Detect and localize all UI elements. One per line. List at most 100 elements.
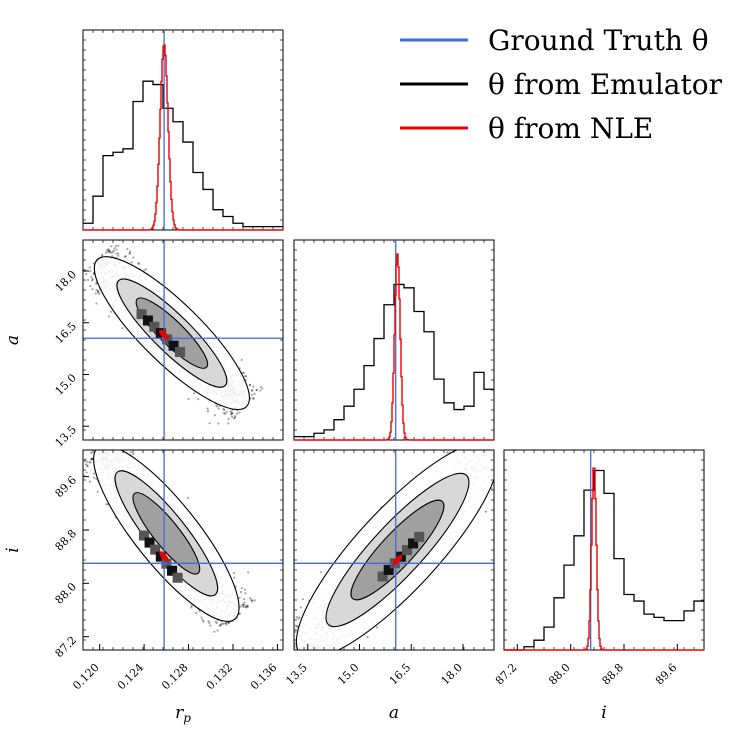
emulator-sample-point bbox=[496, 456, 498, 458]
y-tick-label-i: 88.8 bbox=[53, 527, 80, 554]
emulator-sample-point bbox=[469, 447, 471, 449]
emulator-sample-point bbox=[245, 604, 248, 608]
emulator-sample-point bbox=[208, 422, 211, 425]
emulator-sample-point bbox=[513, 466, 515, 468]
emulator-sample-point bbox=[109, 446, 111, 448]
emulator-sample-point bbox=[107, 248, 111, 252]
emulator-sample-point bbox=[116, 444, 118, 446]
emulator-sample-point bbox=[325, 659, 327, 661]
emulator-sample-point bbox=[117, 252, 120, 255]
emulator-sample-point bbox=[241, 603, 244, 606]
emulator-sample-point bbox=[238, 411, 241, 414]
emulator-sample-point bbox=[299, 652, 301, 654]
emulator-sample-point bbox=[193, 392, 196, 395]
emulator-sample-point bbox=[323, 665, 325, 667]
x-tick-label-a: 15.0 bbox=[335, 661, 362, 688]
emulator-sample-point bbox=[267, 622, 269, 624]
emulator-sample-point bbox=[201, 619, 204, 622]
emulator-sample-point bbox=[499, 460, 501, 462]
emulator-sample-point bbox=[320, 652, 322, 654]
emulator-sample-point bbox=[465, 446, 467, 448]
emulator-sample-point bbox=[495, 469, 497, 471]
emulator-sample-point bbox=[366, 635, 369, 639]
emulator-sample-point bbox=[187, 496, 190, 499]
emulator-sample-point bbox=[126, 442, 128, 444]
emulator-sample-point bbox=[288, 642, 290, 644]
emulator-sample-point bbox=[120, 428, 122, 430]
emulator-sample-point bbox=[460, 422, 462, 424]
emulator-density-bin bbox=[402, 545, 413, 556]
emulator-sample-point bbox=[213, 414, 216, 417]
emulator-sample-point bbox=[497, 479, 499, 481]
emulator-sample-point bbox=[96, 290, 100, 293]
emulator-sample-point bbox=[107, 315, 111, 318]
emulator-sample-point bbox=[128, 252, 131, 255]
emulator-sample-point bbox=[143, 269, 146, 272]
emulator-sample-point bbox=[314, 659, 316, 661]
emulator-density-bin bbox=[377, 571, 388, 582]
emulator-density-bin bbox=[144, 537, 155, 548]
nle-contour bbox=[392, 554, 403, 566]
emulator-sample-point bbox=[86, 465, 89, 468]
emulator-sample-point bbox=[217, 422, 220, 425]
emulator-sample-point bbox=[242, 371, 246, 374]
emulator-sample-point bbox=[86, 460, 89, 463]
emulator-sample-point bbox=[315, 659, 317, 661]
x-tick-label-i: 88.8 bbox=[600, 661, 627, 688]
emulator-sample-point bbox=[222, 407, 225, 411]
emulator-sample-point bbox=[215, 621, 218, 625]
emulator-sample-point bbox=[251, 599, 254, 602]
emulator-sample-point bbox=[118, 432, 120, 434]
emulator-sample-point bbox=[120, 432, 122, 434]
emulator-sample-point bbox=[244, 375, 247, 378]
emulator-sample-point bbox=[466, 434, 468, 436]
emulator-histogram-rp bbox=[83, 80, 283, 228]
emulator-sample-point bbox=[496, 480, 498, 482]
emulator-sample-point bbox=[110, 441, 112, 443]
emulator-sample-point bbox=[98, 292, 101, 296]
axis-label-main: a bbox=[389, 703, 399, 723]
emulator-sample-point bbox=[319, 661, 321, 663]
emulator-histogram-i bbox=[504, 469, 704, 651]
emulator-sample-point bbox=[240, 605, 243, 608]
emulator-sample-point bbox=[87, 278, 90, 282]
emulator-sample-point bbox=[216, 629, 219, 632]
axis-label-i: i bbox=[3, 547, 23, 552]
emulator-sample-point bbox=[249, 598, 253, 602]
emulator-sample-point bbox=[238, 612, 241, 615]
emulator-sample-point bbox=[314, 657, 316, 659]
emulator-sample-point bbox=[298, 616, 301, 619]
emulator-sample-point bbox=[284, 636, 286, 638]
emulator-sample-point bbox=[239, 590, 243, 594]
joint-panel-a-i bbox=[267, 422, 515, 667]
emulator-sample-point bbox=[465, 445, 467, 447]
emulator-density-bin bbox=[138, 530, 149, 541]
y-tick-label-a: 18.0 bbox=[53, 268, 80, 295]
emulator-density-bin bbox=[175, 347, 186, 358]
emulator-sample-point bbox=[91, 457, 94, 460]
emulator-sample-point bbox=[232, 417, 235, 420]
emulator-sample-point bbox=[496, 491, 498, 493]
emulator-sample-point bbox=[259, 385, 262, 389]
y-tick-label-a: 16.5 bbox=[53, 320, 80, 347]
emulator-sample-point bbox=[331, 665, 333, 667]
emulator-sample-point bbox=[253, 599, 256, 602]
emulator-sample-point bbox=[253, 392, 256, 395]
emulator-density-bin bbox=[172, 572, 183, 583]
emulator-sample-point bbox=[505, 474, 507, 476]
emulator-sample-point bbox=[497, 481, 499, 483]
emulator-sample-point bbox=[111, 443, 113, 445]
x-tick-label-i: 89.6 bbox=[653, 661, 680, 688]
emulator-sample-point bbox=[513, 470, 515, 472]
emulator-sample-point bbox=[225, 623, 228, 626]
emulator-sample-point bbox=[107, 447, 109, 449]
emulator-sample-point bbox=[290, 634, 292, 636]
emulator-sample-point bbox=[231, 412, 234, 415]
emulator-sample-point bbox=[106, 248, 110, 251]
emulator-sample-point bbox=[477, 447, 479, 449]
emulator-sample-point bbox=[83, 474, 86, 477]
emulator-sample-point bbox=[117, 254, 120, 257]
emulator-sample-point bbox=[240, 587, 243, 590]
emulator-sample-point bbox=[85, 471, 88, 474]
emulator-sample-point bbox=[284, 638, 286, 640]
